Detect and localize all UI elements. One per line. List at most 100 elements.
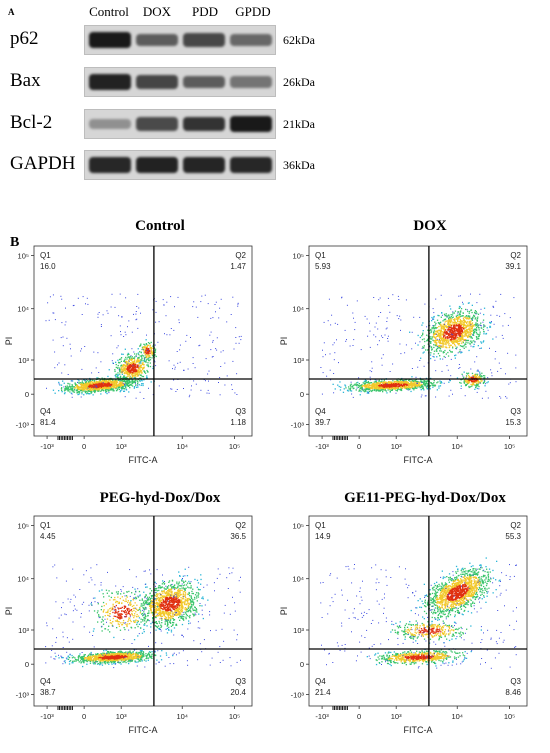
y-tick-label: -10³ bbox=[16, 691, 30, 700]
y-tick-label: 10³ bbox=[18, 356, 29, 365]
x-tick-label: 10⁴ bbox=[176, 442, 188, 451]
blot-strip-p62 bbox=[84, 25, 276, 55]
x-tick-label: 10⁴ bbox=[451, 712, 463, 721]
blot-band bbox=[183, 33, 225, 47]
y-tick-label: 10⁵ bbox=[18, 252, 29, 261]
quadrant-value-q2: 36.5 bbox=[230, 532, 246, 541]
y-tick-label: 10⁴ bbox=[17, 575, 29, 584]
flow-plot-svg: Q114.9Q255.3Q38.46Q421.410⁵10⁴10³0-10³-1… bbox=[275, 508, 545, 748]
quadrant-label-q4: Q4 bbox=[40, 677, 51, 686]
protein-label-p62: p62 bbox=[10, 28, 39, 50]
lane-label-gpdd: GPDD bbox=[228, 4, 278, 20]
blot-band bbox=[230, 116, 272, 132]
blot-strip-bax bbox=[84, 67, 276, 97]
quadrant-value-q1: 16.0 bbox=[40, 262, 56, 271]
y-tick-label: -10³ bbox=[291, 421, 305, 430]
panel-a-letter: A bbox=[8, 7, 15, 17]
y-tick-label: 10⁵ bbox=[18, 522, 29, 531]
blot-band bbox=[89, 74, 131, 90]
quadrant-label-q3: Q3 bbox=[510, 407, 521, 416]
quadrant-value-q2: 55.3 bbox=[505, 532, 521, 541]
y-axis-label: PI bbox=[4, 607, 14, 616]
y-axis-label: PI bbox=[279, 607, 289, 616]
quadrant-value-q4: 21.4 bbox=[315, 688, 331, 697]
y-tick-label: 0 bbox=[25, 660, 29, 669]
quadrant-value-q4: 81.4 bbox=[40, 418, 56, 427]
protein-label-bcl2: Bcl-2 bbox=[10, 112, 52, 134]
plot-frame bbox=[34, 516, 252, 706]
x-tick-label: 10⁴ bbox=[176, 712, 188, 721]
x-tick-label: 0 bbox=[357, 712, 361, 721]
quadrant-label-q4: Q4 bbox=[315, 677, 326, 686]
lane-label-dox: DOX bbox=[132, 4, 182, 20]
x-tick-label: -10³ bbox=[40, 712, 54, 721]
x-tick-label: -10³ bbox=[315, 712, 329, 721]
plot-title-peg: PEG-hyd-Dox/Dox bbox=[40, 490, 280, 507]
quadrant-label-q2: Q2 bbox=[510, 251, 521, 260]
x-tick-label: 10³ bbox=[116, 442, 127, 451]
quadrant-label-q3: Q3 bbox=[235, 677, 246, 686]
blot-band bbox=[136, 157, 178, 173]
quadrant-label-q4: Q4 bbox=[315, 407, 326, 416]
quadrant-label-q4: Q4 bbox=[40, 407, 51, 416]
y-tick-label: 10³ bbox=[18, 626, 29, 635]
flow-plot-svg: Q1 5.93 Q2 39.1 Q3 15.3 Q4 39.7 10⁵ 10⁴ 10³ 0 -10³ -1… bbox=[275, 238, 545, 478]
kda-label-bax: 26kDa bbox=[283, 75, 315, 90]
blot-strip-gapdh bbox=[84, 150, 276, 180]
plot-title-control: Control bbox=[60, 218, 260, 235]
quadrant-label-q2: Q2 bbox=[510, 521, 521, 530]
quadrant-value-q3: 20.4 bbox=[230, 688, 246, 697]
quadrant-label-q3: Q3 bbox=[235, 407, 246, 416]
blot-band bbox=[136, 117, 178, 130]
y-tick-label: 10⁴ bbox=[292, 575, 304, 584]
y-tick-label: -10³ bbox=[16, 421, 30, 430]
blot-band bbox=[89, 119, 131, 129]
blot-band bbox=[136, 34, 178, 47]
y-tick-label: 10⁵ bbox=[293, 522, 304, 531]
x-tick-label: 10⁵ bbox=[229, 712, 240, 721]
x-axis-label: FITC-A bbox=[129, 725, 158, 735]
x-tick-label: 10³ bbox=[391, 712, 402, 721]
protein-label-gapdh: GAPDH bbox=[10, 153, 75, 175]
y-tick-label: 10⁴ bbox=[17, 305, 29, 314]
quadrant-value-q2: 39.1 bbox=[505, 262, 521, 271]
blot-band bbox=[89, 157, 131, 172]
quadrant-label-q1: Q1 bbox=[40, 251, 51, 260]
x-tick-label: 10³ bbox=[391, 442, 402, 451]
blot-band bbox=[89, 32, 131, 48]
x-tick-label: 10⁵ bbox=[229, 442, 240, 451]
blot-band bbox=[183, 76, 225, 89]
x-tick-label: -10³ bbox=[40, 442, 54, 451]
x-tick-label: 0 bbox=[82, 442, 86, 451]
kda-label-gapdh: 36kDa bbox=[283, 158, 315, 173]
y-tick-label: 0 bbox=[300, 390, 304, 399]
flow-plot-svg: Q116.0Q21.47Q31.18Q481.410⁵10⁴10³0-10³-1… bbox=[0, 238, 270, 478]
x-tick-label: -10³ bbox=[315, 442, 329, 451]
x-tick-label: 10⁵ bbox=[504, 442, 515, 451]
plot-frame bbox=[309, 516, 527, 706]
y-tick-label: 10³ bbox=[293, 626, 304, 635]
panel-a-western-blot: A Control DOX PDD GPDD p62 Bax Bcl-2 GAP… bbox=[0, 0, 550, 205]
blot-band bbox=[230, 76, 272, 87]
y-tick-label: 0 bbox=[25, 390, 29, 399]
quadrant-label-q1: Q1 bbox=[315, 251, 326, 260]
kda-label-bcl2: 21kDa bbox=[283, 117, 315, 132]
quadrant-value-q3: 15.3 bbox=[505, 418, 521, 427]
x-tick-label: 10⁴ bbox=[451, 442, 463, 451]
blot-band bbox=[230, 157, 272, 172]
x-axis-label: FITC-A bbox=[129, 455, 158, 465]
x-tick-label: 10⁵ bbox=[504, 712, 515, 721]
x-tick-label: 10³ bbox=[116, 712, 127, 721]
quadrant-label-q3: Q3 bbox=[510, 677, 521, 686]
quadrant-value-q3: 1.18 bbox=[230, 418, 246, 427]
quadrant-value-q1: 5.93 bbox=[315, 262, 331, 271]
quadrant-value-q1: 4.45 bbox=[40, 532, 56, 541]
quadrant-value-q3: 8.46 bbox=[505, 688, 521, 697]
quadrant-value-q1: 14.9 bbox=[315, 532, 331, 541]
x-tick-label: 0 bbox=[82, 712, 86, 721]
quadrant-value-q4: 39.7 bbox=[315, 418, 331, 427]
quadrant-label-q1: Q1 bbox=[315, 521, 326, 530]
